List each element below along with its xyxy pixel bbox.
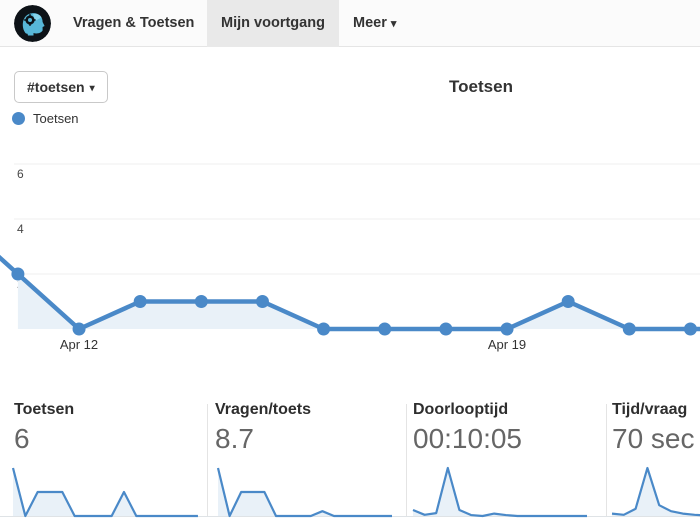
- toetsen-timeline-chart[interactable]: [0, 148, 700, 360]
- card-divider: [606, 404, 607, 517]
- sparkline: [216, 467, 392, 518]
- card-sparklines: [0, 466, 700, 518]
- chart-area-fill: [17, 274, 700, 329]
- card-divider: [406, 404, 407, 517]
- card-title-tijd-vraag: Tijd/vraag: [612, 401, 688, 418]
- sparkline-area: [13, 468, 198, 516]
- data-point[interactable]: [561, 295, 575, 308]
- card-value-vragen-toets: 8.7: [215, 423, 254, 454]
- card-divider: [207, 404, 208, 517]
- legend-item-toetsen[interactable]: Toetsen: [12, 110, 79, 126]
- y-axis-tick: 6: [17, 167, 24, 181]
- nav-item-label: Vragen & Toetsen: [73, 15, 195, 31]
- chart-title: Toetsen: [449, 77, 513, 96]
- chart-line: [0, 254, 700, 332]
- sparkline: [11, 467, 198, 518]
- x-axis-tick: Apr 19: [487, 337, 527, 352]
- metric-filter-label: #toetsen: [27, 79, 85, 95]
- data-point[interactable]: [378, 322, 392, 336]
- data-point[interactable]: [255, 295, 269, 308]
- sparkline: [611, 466, 700, 517]
- data-point[interactable]: [72, 322, 86, 336]
- data-point[interactable]: [133, 295, 147, 308]
- top-navbar: Vragen & Toetsen Mijn voortgang Meer ▾: [0, 0, 700, 47]
- nav-item-meer-menu[interactable]: Meer ▾: [353, 0, 396, 47]
- card-title-vragen-toets: Vragen/toets: [215, 401, 312, 418]
- y-axis-tick: 4: [17, 222, 24, 236]
- sparkline-area: [413, 468, 587, 516]
- data-point[interactable]: [11, 267, 25, 281]
- data-point[interactable]: [317, 322, 331, 336]
- data-point[interactable]: [439, 322, 453, 336]
- nav-item-label: Meer: [353, 15, 387, 31]
- nav-item-mijn-voortgang-active[interactable]: Mijn voortgang: [207, 0, 339, 47]
- nav-item-label: Mijn voortgang: [221, 15, 325, 31]
- nav-item-vragen-toetsen[interactable]: Vragen & Toetsen: [73, 0, 194, 47]
- data-point[interactable]: [622, 322, 636, 336]
- card-value-tijd-vraag: 70 sec: [612, 423, 695, 454]
- x-axis-tick: Apr 12: [59, 337, 99, 352]
- chevron-down-icon: ▾: [390, 18, 397, 30]
- sparkline-area: [218, 468, 392, 516]
- card-value-toetsen: 6: [14, 423, 30, 454]
- card-title-doorlooptijd: Doorlooptijd: [413, 401, 509, 418]
- legend-label: Toetsen: [33, 110, 79, 126]
- brain-gear-logo[interactable]: [14, 5, 51, 42]
- data-point[interactable]: [194, 295, 208, 308]
- legend-dot-icon: [12, 111, 25, 125]
- data-point[interactable]: [500, 322, 514, 336]
- card-title-toetsen: Toetsen: [14, 401, 75, 418]
- brain-gear-logo-icon: [14, 5, 51, 42]
- metric-filter-dropdown[interactable]: #toetsen ▾: [14, 71, 108, 103]
- card-value-doorlooptijd: 00:10:05: [413, 423, 522, 454]
- data-point[interactable]: [683, 322, 697, 336]
- sparkline: [412, 466, 587, 518]
- sparkline-area: [612, 468, 700, 516]
- chevron-down-icon: ▾: [89, 83, 95, 94]
